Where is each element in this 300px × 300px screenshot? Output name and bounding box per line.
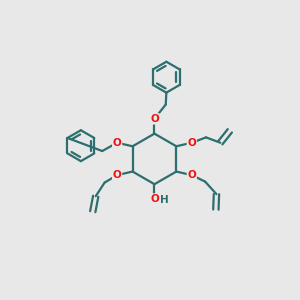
Text: O: O: [188, 170, 196, 180]
Text: O: O: [113, 170, 122, 180]
Text: O: O: [150, 114, 159, 124]
Text: H: H: [160, 195, 168, 205]
Text: O: O: [113, 138, 122, 148]
Text: O: O: [188, 138, 196, 148]
Text: O: O: [150, 194, 159, 204]
